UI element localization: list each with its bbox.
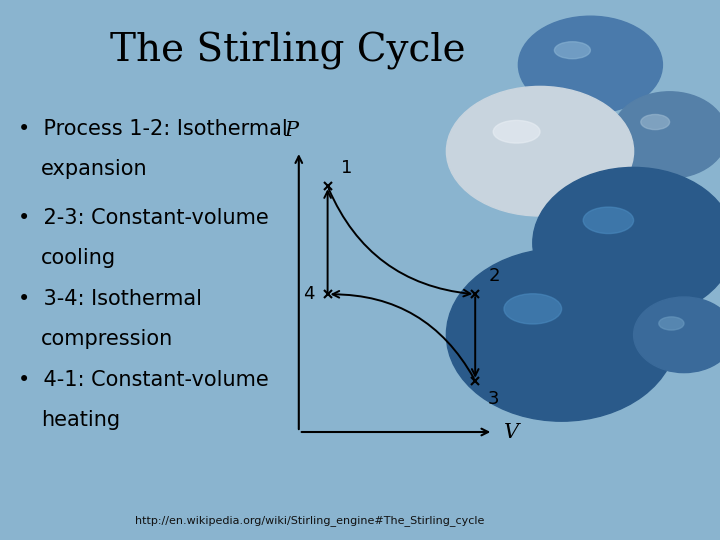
- Text: V: V: [504, 422, 519, 442]
- Ellipse shape: [518, 16, 662, 113]
- Ellipse shape: [612, 92, 720, 178]
- Text: http://en.wikipedia.org/wiki/Stirling_engine#The_Stirling_cycle: http://en.wikipedia.org/wiki/Stirling_en…: [135, 516, 485, 526]
- Text: cooling: cooling: [41, 248, 116, 268]
- Text: P: P: [284, 122, 299, 140]
- Ellipse shape: [659, 317, 684, 330]
- Ellipse shape: [554, 42, 590, 59]
- Ellipse shape: [504, 294, 562, 324]
- Ellipse shape: [641, 114, 670, 130]
- Ellipse shape: [493, 120, 540, 143]
- Ellipse shape: [533, 167, 720, 319]
- Ellipse shape: [583, 207, 634, 233]
- Ellipse shape: [634, 297, 720, 373]
- Text: 2: 2: [488, 267, 500, 285]
- Text: •  3-4: Isothermal: • 3-4: Isothermal: [18, 289, 202, 309]
- Text: •  4-1: Constant-volume: • 4-1: Constant-volume: [18, 370, 269, 390]
- Ellipse shape: [446, 248, 677, 421]
- Text: 3: 3: [488, 390, 500, 408]
- Text: •  Process 1-2: Isothermal: • Process 1-2: Isothermal: [18, 119, 288, 139]
- Text: 1: 1: [341, 159, 352, 177]
- Ellipse shape: [446, 86, 634, 216]
- Text: •  2-3: Constant-volume: • 2-3: Constant-volume: [18, 208, 269, 228]
- Text: heating: heating: [41, 410, 120, 430]
- Text: The Stirling Cycle: The Stirling Cycle: [110, 32, 466, 70]
- Text: compression: compression: [41, 329, 174, 349]
- Text: expansion: expansion: [41, 159, 148, 179]
- Text: 4: 4: [303, 285, 315, 303]
